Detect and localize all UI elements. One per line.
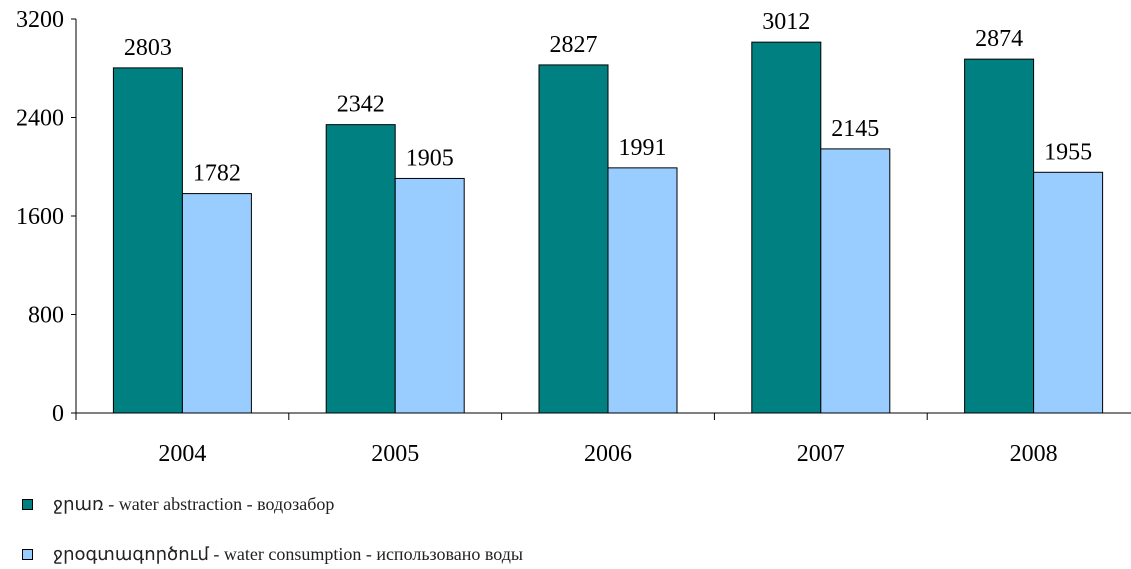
bar-consumption (181, 193, 252, 414)
data-label: 2342 (337, 92, 385, 118)
bar-consumption (607, 167, 678, 414)
legend-item-consumption: ջրօգտագործում - water consumption - испо… (22, 544, 523, 565)
x-tick-label: 2007 (797, 441, 845, 467)
bar-abstraction (112, 67, 183, 414)
bar-abstraction (538, 64, 609, 414)
bar-consumption (1033, 171, 1104, 414)
y-tick-label: 800 (28, 303, 64, 329)
data-label: 2803 (124, 35, 172, 61)
data-label: 1782 (193, 161, 241, 187)
x-tick-label: 2006 (584, 441, 632, 467)
data-labels: 2803 1782 2342 1905 2827 1991 3012 2145 2874 1955 (124, 9, 1092, 186)
bar-abstraction (325, 124, 396, 414)
bar-abstraction (964, 58, 1035, 414)
legend-swatch-abstraction (22, 499, 33, 510)
y-tick-label: 3200 (16, 7, 64, 33)
data-label: 1955 (1044, 139, 1092, 165)
y-axis: 0 800 1600 2400 3200 (16, 7, 77, 427)
legend-swatch-consumption (22, 549, 33, 560)
legend-label-consumption: ջրօգտագործում - water consumption - испо… (53, 544, 524, 564)
data-label: 2874 (975, 26, 1023, 52)
data-label: 1991 (619, 135, 667, 161)
y-tick-label: 0 (52, 401, 64, 427)
x-tick-label: 2005 (371, 441, 419, 467)
bar-consumption (394, 177, 465, 414)
y-tick-label: 2400 (16, 106, 64, 132)
data-label: 3012 (762, 9, 810, 35)
legend-item-abstraction: ջրառ - water abstraction - водозабор (22, 494, 334, 515)
bar-chart: 0 800 1600 2400 3200 2004 2005 2006 2007 2008 28… (16, 7, 1131, 467)
bar-abstraction (751, 41, 822, 414)
bar-consumption (820, 148, 891, 414)
data-label: 2827 (550, 32, 598, 58)
bars (112, 41, 1104, 414)
x-tick-label: 2008 (1010, 441, 1058, 467)
x-tick-label: 2004 (158, 441, 206, 467)
data-label: 1905 (406, 145, 454, 171)
y-tick-label: 1600 (16, 204, 64, 230)
data-label: 2145 (831, 116, 879, 142)
legend-label-abstraction: ջրառ - water abstraction - водозабор (53, 494, 335, 514)
x-axis: 2004 2005 2006 2007 2008 (75, 412, 1131, 467)
